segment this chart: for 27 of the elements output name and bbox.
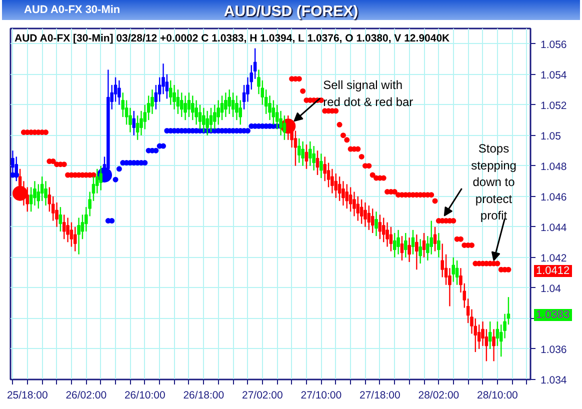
x-tick-label: 26/02:00 [66, 390, 107, 402]
annotation: Stops stepping down to protect profit [471, 142, 516, 223]
y-tick-label: 1.05 [540, 130, 562, 142]
x-tick-label: 28/10:00 [477, 390, 518, 402]
y-tick-label: 1.036 [540, 344, 567, 356]
y-tick-label: 1.034 [540, 374, 567, 386]
x-tick-label: 27/02:00 [242, 390, 284, 402]
x-tick-label: 27/10:00 [300, 390, 342, 402]
y-tick-label: 1.04 [540, 282, 562, 295]
y-tick-label: 1.056 [540, 38, 567, 51]
x-tick-label: 25/18:00 [6, 390, 48, 402]
chart-title: AUD/USD (FOREX) [224, 3, 358, 20]
y-tick-label: 1.054 [540, 69, 567, 82]
y-tick-label: 1.052 [540, 100, 567, 112]
y-tick-label: 1.048 [540, 160, 567, 173]
x-tick-label: 27/18:00 [360, 390, 401, 402]
annotation: 1.0383 [534, 308, 572, 321]
y-tick-label: 1.044 [540, 222, 567, 234]
y-tick-label: 1.042 [540, 252, 567, 264]
annotation: 1.0412 [534, 264, 572, 277]
y-tick-label: 1.046 [540, 191, 567, 204]
x-tick-label: 26/18:00 [183, 390, 224, 402]
chart-subtitle: AUD A0-FX [30-Min] 03/28/12 +0.0002 C 1.0383, H 1.0394, L 1.0376, O 1.0380, V 12.9040K [14, 32, 450, 44]
text: AUD A0-FX 30-Min [24, 3, 120, 18]
x-tick-label: 26/10:00 [124, 390, 166, 402]
x-tick-label: 28/02:00 [418, 390, 460, 402]
annotation: Sell signal with red dot & red bar [323, 78, 414, 109]
